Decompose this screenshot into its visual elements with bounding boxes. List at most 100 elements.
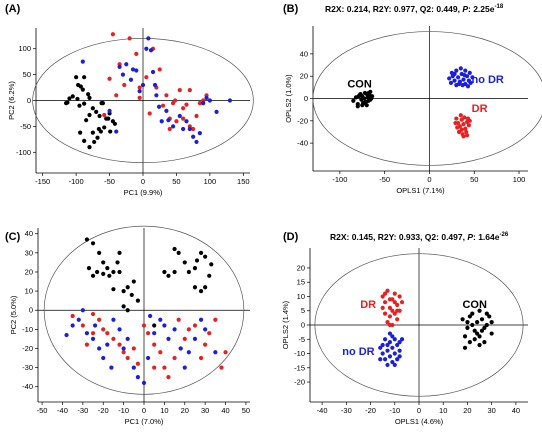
data-point-blue: [181, 126, 186, 132]
data-point-blue: [468, 80, 473, 85]
x-tick-label: -20: [98, 406, 109, 415]
stats-title: R2X: 0.145, R2Y: 0.933, Q2: 0.497, P: 1.…: [330, 232, 509, 242]
data-point-black: [121, 304, 126, 309]
y-tick-label: -20: [297, 116, 308, 125]
data-point-blue: [120, 72, 126, 77]
data-point-blue: [186, 350, 191, 355]
data-point-black: [86, 266, 92, 271]
x-axis-label: PC1 (7.0%): [125, 417, 164, 426]
data-point-red: [177, 88, 182, 93]
data-point-blue: [198, 317, 204, 322]
data-point-blue: [150, 69, 156, 75]
data-point-black: [101, 260, 106, 265]
data-point-red: [461, 122, 466, 127]
y-axis-label: PC2 (6.2%): [7, 81, 16, 120]
data-point-blue: [152, 82, 158, 88]
y-tick-label: 40: [300, 49, 308, 58]
data-point-red: [382, 300, 388, 305]
data-point-black: [192, 266, 198, 271]
x-tick-label: 10: [439, 406, 447, 415]
data-point-black: [470, 322, 475, 328]
data-point-red: [197, 100, 202, 106]
data-point-blue: [378, 357, 383, 362]
data-point-black: [87, 145, 92, 150]
data-point-black: [90, 106, 95, 111]
data-point-black: [131, 279, 136, 284]
data-point-black: [207, 273, 212, 278]
data-point-blue: [207, 98, 212, 103]
data-point-blue: [227, 98, 233, 103]
data-point-red: [382, 291, 388, 296]
data-point-blue: [141, 380, 147, 385]
data-point-black: [361, 96, 367, 101]
data-point-black: [172, 246, 177, 252]
x-axis-label: OPLS1 (7.1%): [396, 186, 445, 195]
data-point-blue: [156, 104, 162, 109]
data-point-red: [397, 294, 402, 299]
data-point-blue: [387, 331, 393, 336]
data-point-red: [167, 126, 172, 132]
x-tick-label: -50: [379, 175, 390, 184]
data-point-blue: [382, 337, 388, 342]
data-point-blue: [448, 80, 454, 85]
x-tick-label: 0: [427, 175, 431, 184]
y-axis-label: PC2 (5.0%): [9, 295, 18, 334]
x-tick-label: -50: [104, 177, 115, 186]
data-point-black: [78, 130, 83, 135]
data-point-blue: [134, 68, 139, 73]
group-label: DR: [472, 103, 488, 115]
y-tick-label: 0: [304, 94, 308, 103]
data-point-black: [477, 334, 482, 339]
data-point-blue: [84, 331, 90, 336]
data-point-black: [479, 328, 485, 333]
data-point-red: [176, 317, 181, 322]
data-point-red: [181, 116, 186, 121]
data-point-blue: [148, 48, 154, 53]
x-tick-label: 10: [160, 406, 168, 415]
y-tick-label: 0: [29, 306, 33, 315]
data-point-red: [172, 355, 177, 361]
panel-label: (A): [5, 3, 21, 15]
data-point-black: [99, 100, 104, 106]
data-point-blue: [187, 126, 192, 132]
data-point-blue: [107, 108, 112, 113]
data-point-black: [475, 320, 480, 325]
data-point-blue: [460, 83, 465, 88]
y-tick-label: -20: [294, 378, 305, 387]
data-point-red: [80, 323, 85, 328]
data-point-blue: [97, 346, 102, 351]
data-point-blue: [166, 118, 171, 123]
data-point-red: [395, 302, 400, 308]
data-point-black: [105, 266, 110, 271]
data-point-red: [182, 336, 187, 342]
data-point-blue: [213, 350, 218, 355]
data-point-blue: [159, 119, 164, 124]
data-point-black: [364, 103, 369, 108]
data-point-blue: [111, 317, 116, 322]
data-point-blue: [128, 77, 134, 82]
data-point-blue: [140, 82, 146, 88]
data-point-blue: [121, 346, 126, 351]
data-point-red: [466, 123, 471, 128]
data-point-blue: [201, 100, 206, 106]
data-point-black: [470, 311, 475, 316]
data-point-black: [472, 337, 477, 342]
data-point-blue: [399, 337, 405, 342]
data-point-red: [395, 308, 400, 313]
data-point-red: [387, 297, 393, 302]
x-tick-label: 100: [513, 175, 526, 184]
data-point-black: [87, 112, 92, 118]
data-point-black: [484, 311, 489, 316]
data-point-blue: [191, 134, 196, 139]
x-tick-label: 50: [172, 177, 180, 186]
data-point-blue: [64, 332, 69, 338]
data-point-blue: [135, 375, 140, 380]
data-point-black: [95, 269, 100, 275]
x-tick-label: 40: [221, 406, 229, 415]
data-point-black: [182, 260, 187, 265]
data-point-black: [115, 260, 120, 265]
data-point-blue: [463, 68, 468, 73]
data-point-blue: [387, 340, 393, 345]
data-point-black: [67, 96, 72, 101]
data-point-red: [107, 76, 112, 81]
